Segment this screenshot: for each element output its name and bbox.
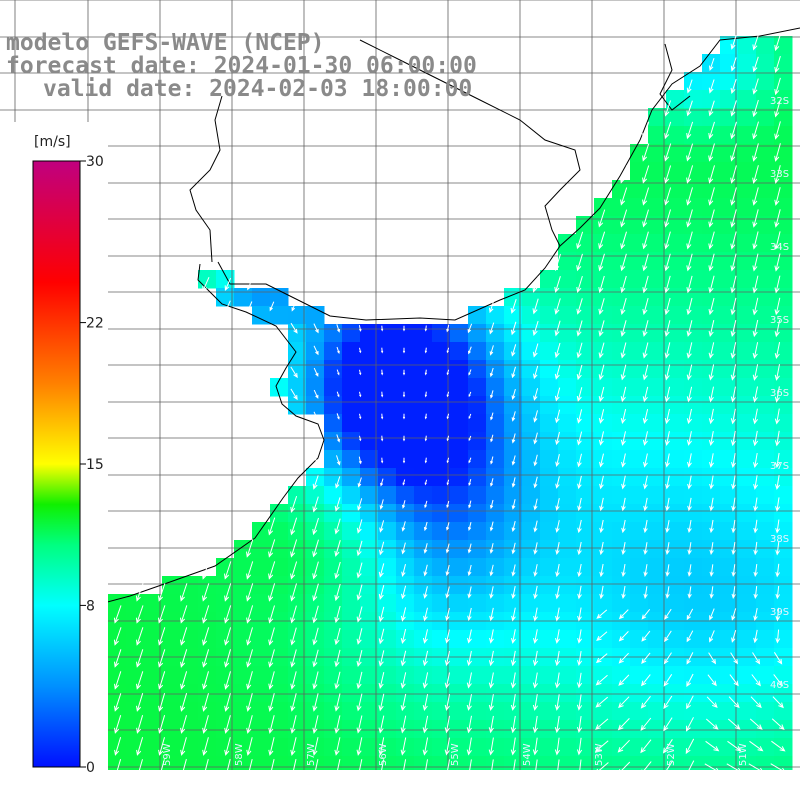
- latitude-labels: 32S 33S 34S 35S 36S 37S 38S 39S 40S: [770, 96, 789, 691]
- colorbar-tick-label: 0: [86, 760, 95, 776]
- latitude-label: 32S: [770, 96, 789, 107]
- latitude-label: 37S: [770, 461, 789, 472]
- latitude-label: 38S: [770, 534, 789, 545]
- title-forecast-date: forecast date: 2024-01-30 06:00:00: [6, 53, 477, 79]
- longitude-labels: 61W60W59W58W57W56W55W54W53W52W51W: [17, 743, 749, 766]
- wind-vectors: [3, 33, 786, 770]
- longitude-label: 54W: [522, 743, 533, 766]
- lat-lon-grid: [0, 0, 800, 770]
- latitude-label: 33S: [770, 169, 789, 180]
- colorbar-tick-label: 15: [86, 457, 104, 473]
- longitude-label: 56W: [378, 743, 389, 766]
- colorbar-unit: [m/s]: [34, 134, 71, 150]
- coastline: [0, 27, 800, 621]
- colorbar-tick-label: 8: [86, 598, 95, 614]
- longitude-label: 55W: [450, 743, 461, 766]
- title-valid-date: valid date: 2024-02-03 18:00:00: [43, 76, 472, 102]
- title-model: modelo GEFS-WAVE (NCEP): [6, 30, 325, 56]
- latitude-label: 40S: [770, 680, 789, 691]
- longitude-label: 57W: [306, 743, 317, 766]
- longitude-label: 51W: [738, 743, 749, 766]
- longitude-label: 58W: [234, 743, 245, 766]
- colorbar-tick-label: 30: [86, 154, 104, 170]
- latitude-label: 34S: [770, 242, 789, 253]
- colorbar: [m/s] 30 22 15 8 0: [0, 122, 108, 777]
- colorbar-scale: [32, 160, 81, 768]
- latitude-label: 39S: [770, 607, 789, 618]
- latitude-label: 36S: [770, 388, 789, 399]
- latitude-label: 35S: [770, 315, 789, 326]
- longitude-label: 59W: [162, 743, 173, 766]
- longitude-label: 53W: [594, 743, 605, 766]
- longitude-label: 52W: [666, 743, 677, 766]
- colorbar-tick-label: 22: [86, 316, 104, 332]
